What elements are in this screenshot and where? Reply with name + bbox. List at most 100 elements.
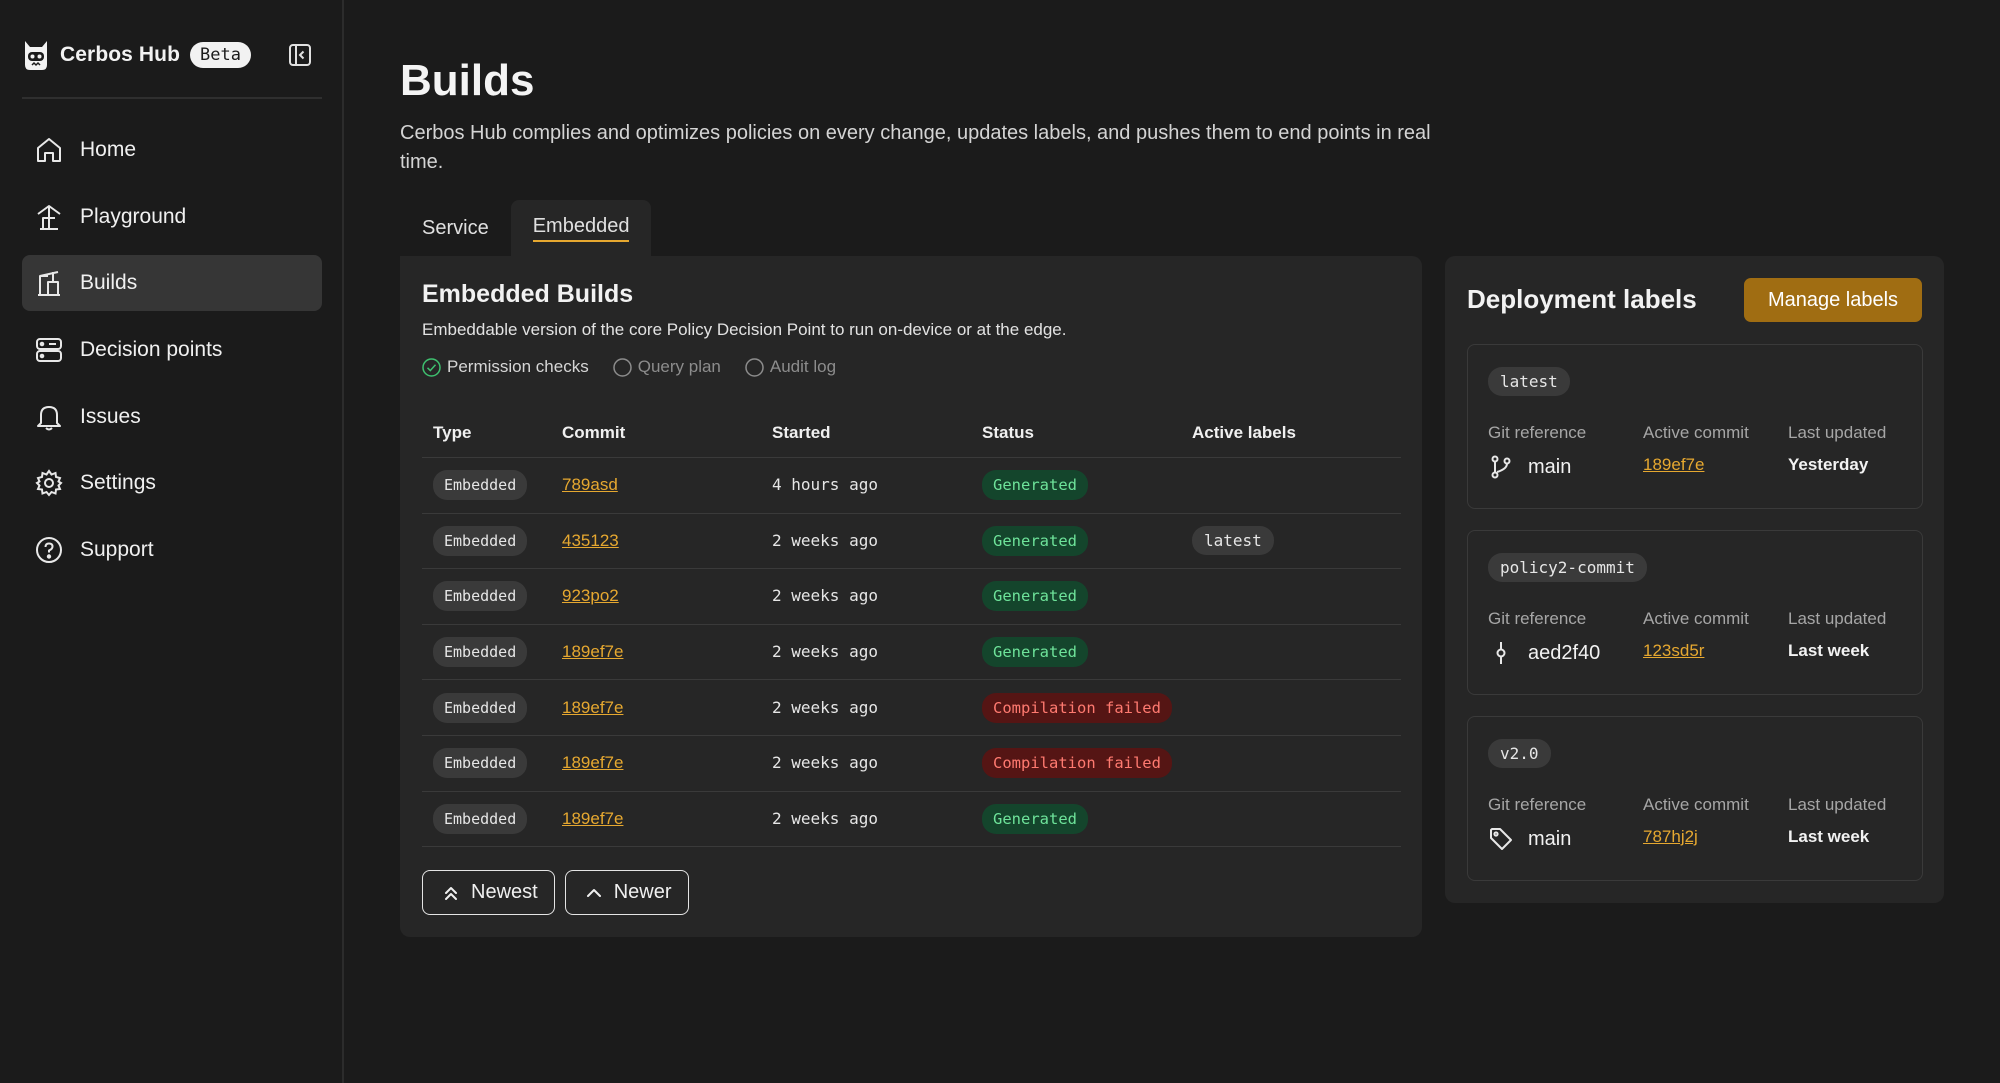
section-title: Embedded Builds xyxy=(422,280,634,308)
cell-type: Embedded xyxy=(422,692,562,723)
label-name-pill: v2.0 xyxy=(1488,739,1551,768)
sidebar-item-support[interactable]: Support xyxy=(22,522,322,578)
cell-started: 2 weeks ago xyxy=(772,642,982,662)
deployment-label-card[interactable]: policy2-commit Git reference Active commit… xyxy=(1467,530,1923,695)
sidebar-item-playground[interactable]: Playground xyxy=(22,189,322,245)
table-row: Embedded 923po2 2 weeks ago Generated xyxy=(422,569,1401,625)
build-tabs: Service Embedded xyxy=(400,200,652,256)
playground-icon xyxy=(34,202,64,232)
commit-link[interactable]: 923po2 xyxy=(562,586,619,606)
git-reference: main xyxy=(1488,826,1571,852)
sidebar-item-issues[interactable]: Issues xyxy=(22,389,322,445)
commit-link[interactable]: 189ef7e xyxy=(562,642,624,662)
cell-status: Generated xyxy=(982,637,1192,668)
cell-commit: 923po2 xyxy=(562,586,772,606)
button-label: Newer xyxy=(613,881,672,903)
empty-circle-icon xyxy=(745,357,764,377)
option-label: Query plan xyxy=(637,357,721,376)
decision-points-icon xyxy=(34,335,64,365)
git-reference-heading: Git reference xyxy=(1488,423,1587,442)
sidebar-collapse-icon[interactable] xyxy=(287,42,313,68)
active-commit-heading: Active commit xyxy=(1643,609,1749,628)
git-reference-value: aed2f40 xyxy=(1528,641,1601,664)
check-circle-icon xyxy=(422,357,441,377)
sidebar-item-label: Home xyxy=(80,138,137,161)
cell-status: Compilation failed xyxy=(982,692,1192,723)
gear-icon xyxy=(34,468,64,498)
branch-icon xyxy=(1491,455,1511,479)
commit-link[interactable]: 189ef7e xyxy=(562,808,624,828)
deployment-label-card[interactable]: v2.0 Git reference Active commit Last updat… xyxy=(1467,716,1923,881)
cell-type: Embedded xyxy=(422,748,562,779)
cell-type: Embedded xyxy=(422,581,562,612)
home-icon xyxy=(34,135,64,165)
last-updated-value: Last week xyxy=(1788,827,1870,846)
status-badge: Generated xyxy=(982,581,1088,612)
col-started: Started xyxy=(772,422,831,442)
app-name: Cerbos Hub xyxy=(60,43,181,66)
newer-button[interactable]: Newer xyxy=(564,870,689,915)
sidebar-item-decision-points[interactable]: Decision points xyxy=(22,322,322,378)
query-plan-option[interactable]: Query plan xyxy=(612,357,721,377)
table-body: Embedded 789asd 4 hours ago Generated Embedd… xyxy=(422,458,1401,848)
audit-log-option[interactable]: Audit log xyxy=(745,357,836,377)
type-pill: Embedded xyxy=(433,803,528,834)
commit-icon xyxy=(1496,642,1506,664)
git-reference-value: main xyxy=(1528,827,1572,850)
sidebar: Cerbos Hub Beta Home xyxy=(0,0,344,1083)
cell-started: 2 weeks ago xyxy=(772,586,982,606)
builds-icon xyxy=(34,268,64,298)
active-commit-link[interactable]: 189ef7e xyxy=(1643,455,1705,474)
table-header: Type Commit Started Status Active labels xyxy=(422,408,1401,458)
brand[interactable]: Cerbos Hub Beta xyxy=(22,36,251,74)
commit-link[interactable]: 789asd xyxy=(562,475,618,495)
git-reference-heading: Git reference xyxy=(1488,609,1587,628)
commit-link[interactable]: 435123 xyxy=(562,530,619,550)
type-pill: Embedded xyxy=(433,748,528,779)
active-commit-link[interactable]: 123sd5r xyxy=(1643,641,1705,660)
sidebar-item-home[interactable]: Home xyxy=(22,122,322,178)
sidebar-item-label: Playground xyxy=(80,204,187,228)
cell-active-labels: latest xyxy=(1192,526,1401,556)
cell-status: Compilation failed xyxy=(982,748,1192,779)
sidebar-item-builds[interactable]: Builds xyxy=(22,255,322,312)
permission-checks-option[interactable]: Permission checks xyxy=(422,357,589,377)
deployment-labels-title: Deployment labels xyxy=(1467,284,1697,314)
active-commit-heading: Active commit xyxy=(1643,795,1749,814)
sidebar-item-label: Support xyxy=(80,538,154,562)
cell-commit: 189ef7e xyxy=(562,753,772,773)
deployment-label-card[interactable]: latest Git reference Active commit Last upd… xyxy=(1467,344,1923,509)
bell-icon xyxy=(34,402,64,432)
commit-link[interactable]: 189ef7e xyxy=(562,697,624,717)
sidebar-item-settings[interactable]: Settings xyxy=(22,455,322,511)
sidebar-item-label: Builds xyxy=(80,271,138,295)
embedded-builds-card: Embedded Builds Embeddable version of th… xyxy=(400,256,1422,937)
cell-started: 4 hours ago xyxy=(772,475,982,495)
commit-link[interactable]: 189ef7e xyxy=(562,753,624,773)
type-pill: Embedded xyxy=(433,692,528,723)
cell-type: Embedded xyxy=(422,803,562,834)
cerbos-logo-icon xyxy=(25,41,47,70)
git-reference-value: main xyxy=(1528,455,1572,478)
sidebar-item-label: Decision points xyxy=(80,338,223,362)
started-time: 2 weeks ago xyxy=(772,808,878,828)
tab-service[interactable]: Service xyxy=(400,200,511,256)
table-row: Embedded 189ef7e 2 weeks ago Generated xyxy=(422,792,1401,848)
cell-status: Generated xyxy=(982,470,1192,501)
table-row: Embedded 789asd 4 hours ago Generated xyxy=(422,458,1401,514)
active-commit-link[interactable]: 787hj2j xyxy=(1643,827,1698,846)
tag-icon xyxy=(1490,828,1512,850)
button-label: Newest xyxy=(471,881,538,903)
tab-label: Service xyxy=(422,216,489,239)
newest-button[interactable]: Newest xyxy=(422,870,555,915)
type-pill: Embedded xyxy=(433,525,528,556)
status-badge: Compilation failed xyxy=(982,748,1172,779)
label-name-pill: latest xyxy=(1488,367,1570,396)
started-time: 2 weeks ago xyxy=(772,530,878,550)
tab-embedded[interactable]: Embedded xyxy=(510,200,652,256)
sidebar-item-label: Issues xyxy=(80,404,141,428)
sidebar-item-label: Settings xyxy=(80,471,156,495)
status-badge: Generated xyxy=(982,803,1088,834)
manage-labels-button[interactable]: Manage labels xyxy=(1744,278,1922,322)
beta-badge: Beta xyxy=(190,42,251,68)
